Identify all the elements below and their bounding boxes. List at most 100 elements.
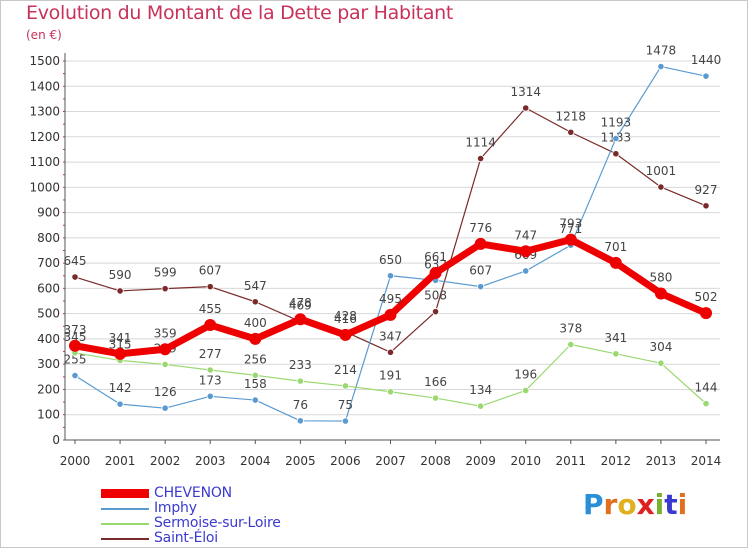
legend-swatch [101, 508, 149, 510]
data-label: 173 [199, 373, 222, 387]
x-tick-label: 2008 [420, 454, 451, 468]
x-tick-label: 2010 [510, 454, 541, 468]
data-point [206, 283, 214, 291]
data-label: 315 [109, 337, 132, 351]
legend-label: Saint-Éloi [154, 530, 218, 546]
data-label: 144 [695, 381, 718, 395]
data-point [477, 402, 485, 410]
data-label: 304 [649, 340, 672, 354]
x-tick-label: 2011 [556, 454, 587, 468]
data-label: 1193 [601, 116, 632, 130]
logo-letter: i [677, 488, 688, 521]
data-label: 400 [244, 316, 267, 330]
data-point [702, 202, 710, 210]
x-tick-label: 2006 [330, 454, 361, 468]
data-label: 927 [695, 183, 718, 197]
x-tick-label: 2003 [195, 454, 226, 468]
data-label: 1478 [646, 44, 677, 58]
data-point [700, 307, 712, 320]
data-label: 478 [289, 296, 312, 310]
data-label: 373 [64, 323, 87, 337]
plot-area [65, 53, 720, 440]
data-label: 701 [604, 240, 627, 254]
data-label: 607 [469, 264, 492, 278]
y-tick-label: 100 [37, 408, 60, 422]
data-point [612, 150, 620, 158]
data-label: 1218 [556, 109, 587, 123]
data-label: 134 [469, 383, 492, 397]
x-tick-label: 2004 [240, 454, 271, 468]
data-point [431, 308, 440, 316]
data-point [431, 394, 440, 402]
data-label: 793 [559, 217, 582, 231]
y-tick-label: 500 [37, 307, 60, 321]
data-point [341, 382, 350, 390]
logo-letter: P [583, 488, 604, 521]
data-point [386, 348, 395, 356]
data-label: 1314 [510, 85, 541, 99]
y-tick-label: 900 [37, 206, 60, 220]
y-tick-label: 1100 [29, 155, 60, 169]
data-point [522, 386, 530, 395]
data-label: 1440 [691, 53, 722, 67]
data-point [657, 359, 665, 367]
data-label: 341 [604, 331, 627, 345]
data-point [296, 417, 304, 425]
x-tick-label: 2000 [60, 454, 91, 468]
x-tick-label: 2005 [285, 454, 316, 468]
series-imphy: 2551421261731587675650632607669771119314… [64, 44, 722, 425]
data-point [206, 392, 214, 400]
data-label: 341 [109, 331, 132, 345]
data-point [702, 400, 710, 408]
legend-label: Sermoise-sur-Loire [154, 515, 281, 531]
data-label: 1001 [646, 164, 677, 178]
data-label: 256 [244, 352, 267, 366]
data-point [384, 308, 397, 321]
data-point [609, 256, 622, 269]
series-sermoise-sur-loire: 3453152992772562332141911661341963783413… [64, 321, 718, 410]
data-point [339, 328, 352, 341]
data-label: 428 [334, 309, 357, 323]
y-tick-label: 400 [37, 332, 60, 346]
data-point [386, 388, 395, 396]
data-point [251, 371, 259, 379]
data-label: 580 [649, 270, 672, 284]
data-label: 776 [469, 221, 492, 235]
data-label: 771 [559, 222, 582, 236]
data-point [204, 319, 217, 332]
data-label: 645 [64, 254, 87, 268]
data-point [161, 360, 169, 369]
data-point [116, 400, 124, 408]
logo-letter: t [664, 488, 678, 521]
data-label: 495 [379, 292, 402, 306]
data-label: 126 [154, 385, 177, 399]
data-point [114, 347, 127, 360]
data-label: 1114 [465, 136, 496, 150]
data-label: 347 [379, 329, 402, 343]
data-point [159, 343, 172, 356]
data-label: 508 [424, 289, 447, 303]
x-tick-label: 2014 [691, 454, 722, 468]
logo-letter: i [654, 488, 665, 521]
data-point [386, 272, 395, 280]
y-tick-label: 600 [37, 281, 60, 295]
x-tick-label: 2001 [105, 454, 136, 468]
x-tick-label: 2002 [150, 454, 181, 468]
data-point [567, 340, 575, 349]
data-point [657, 183, 665, 191]
data-label: 378 [559, 321, 582, 335]
data-label: 255 [64, 353, 87, 367]
data-point [341, 417, 350, 425]
legend-label: Imphy [154, 500, 197, 516]
data-label: 455 [199, 302, 222, 316]
data-point [477, 283, 485, 291]
data-point [116, 287, 124, 295]
data-point [477, 154, 485, 163]
y-tick-label: 1200 [29, 130, 60, 144]
y-tick-label: 800 [37, 231, 60, 245]
data-point [522, 267, 530, 275]
chart-unit: (en €) [26, 28, 62, 42]
x-tick-label: 2009 [465, 454, 496, 468]
